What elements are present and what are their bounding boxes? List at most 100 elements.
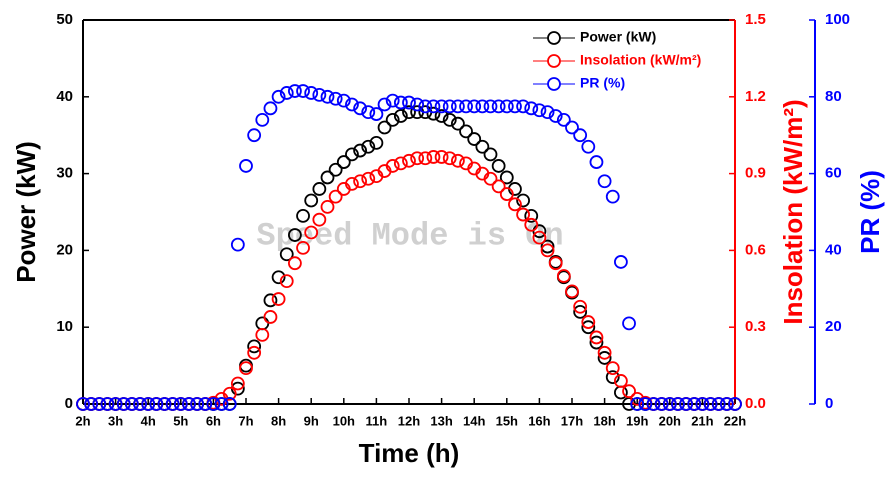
data-point (426, 106, 441, 121)
y-tick-label: 20 (56, 241, 73, 258)
data-point (222, 386, 237, 401)
y2-tick-label: 1.2 (745, 88, 766, 105)
x-tick-label: 20h (659, 413, 681, 428)
data-point (206, 397, 221, 411)
data-point (483, 147, 498, 162)
data-point (84, 397, 99, 411)
data-point (141, 397, 156, 411)
data-point (320, 170, 335, 185)
x-tick-label: 14h (463, 413, 485, 428)
data-point (312, 212, 327, 227)
data-point (304, 225, 319, 240)
data-point (556, 112, 571, 127)
x-tick-label: 2h (75, 413, 90, 428)
data-point (287, 256, 302, 271)
data-point (402, 105, 416, 120)
data-point (475, 99, 490, 114)
data-point (434, 99, 449, 114)
data-point (483, 171, 498, 186)
data-point (385, 93, 400, 108)
data-point (287, 228, 302, 242)
data-point (133, 397, 147, 411)
data-point (92, 397, 107, 411)
x-tick-label: 15h (496, 413, 518, 428)
data-point (630, 397, 645, 411)
data-point (190, 397, 205, 411)
data-point (312, 182, 327, 196)
y-tick-label: 10 (56, 318, 73, 335)
data-point (434, 109, 449, 123)
data-point (385, 159, 400, 173)
data-point (426, 150, 441, 164)
y2-axis-title: Insolation (kW/m²) (778, 99, 808, 324)
data-point (247, 339, 262, 354)
data-point (646, 397, 661, 411)
data-point (361, 105, 376, 120)
data-point (614, 374, 628, 388)
data-point (239, 159, 253, 173)
y-tick-label: 40 (56, 88, 73, 105)
data-point (263, 101, 278, 116)
data-point (548, 256, 563, 271)
data-point (410, 151, 425, 166)
legend-label: Insolation (kW/m²) (580, 52, 701, 68)
data-point (377, 97, 392, 112)
data-point (548, 109, 563, 123)
y3-tick-label: 60 (825, 165, 842, 182)
x-tick-label: 8h (271, 413, 286, 428)
data-point (418, 99, 433, 114)
data-point (532, 103, 547, 118)
data-point (157, 397, 172, 411)
data-point (271, 292, 286, 306)
legend-label: PR (%) (580, 75, 625, 91)
data-point (124, 397, 139, 411)
data-point (361, 139, 376, 154)
data-point (255, 112, 270, 127)
x-tick-label: 11h (366, 413, 388, 428)
data-point (328, 162, 343, 177)
data-point (654, 397, 669, 411)
data-point (214, 397, 229, 411)
data-point (638, 397, 653, 411)
data-point (508, 197, 522, 212)
data-point (76, 397, 90, 411)
data-point (402, 95, 416, 110)
data-point (426, 99, 441, 114)
data-point (345, 147, 359, 162)
data-point (198, 397, 213, 411)
data-point (524, 208, 539, 223)
data-point (402, 153, 416, 168)
data-point (230, 376, 245, 391)
legend-marker (547, 77, 561, 91)
y2-tick-label: 0.3 (745, 318, 766, 335)
data-point (182, 397, 196, 411)
data-point (540, 105, 555, 120)
data-point (573, 128, 588, 143)
data-point (353, 143, 368, 158)
x-tick-label: 10h (333, 413, 355, 428)
data-point (605, 370, 620, 385)
data-point (450, 116, 465, 131)
data-point (605, 189, 620, 204)
data-point (589, 335, 604, 350)
data-point (255, 327, 270, 342)
data-point (687, 397, 702, 411)
data-point (711, 397, 726, 411)
data-point (434, 150, 449, 164)
y3-tick-label: 0 (825, 395, 833, 412)
data-point (165, 397, 180, 411)
x-tick-label: 3h (108, 413, 123, 428)
data-point (605, 361, 620, 376)
data-point (589, 330, 604, 345)
data-point (410, 97, 425, 112)
data-point (116, 397, 131, 411)
data-point (516, 193, 530, 208)
x-tick-label: 7h (238, 413, 253, 428)
data-point (532, 230, 547, 245)
data-point (483, 99, 498, 114)
y3-tick-label: 100 (825, 11, 850, 28)
data-point (173, 397, 188, 411)
data-point (320, 89, 335, 104)
y-tick-label: 30 (56, 165, 73, 182)
